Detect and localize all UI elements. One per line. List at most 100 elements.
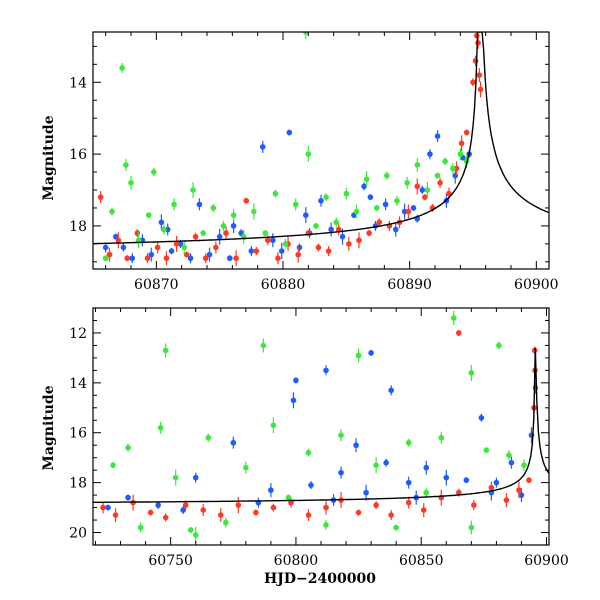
data-point xyxy=(463,129,470,136)
data-point xyxy=(383,459,389,466)
y-tick-label: 16 xyxy=(69,147,87,163)
data-point xyxy=(145,212,152,218)
data-point xyxy=(220,223,227,229)
data-point xyxy=(285,494,292,501)
data-point xyxy=(278,248,285,254)
data-point xyxy=(452,172,459,179)
data-point xyxy=(305,449,312,456)
data-point xyxy=(355,509,362,516)
data-point xyxy=(137,524,144,531)
data-point xyxy=(422,194,428,200)
data-point xyxy=(181,244,187,251)
data-point xyxy=(296,244,303,251)
data-point xyxy=(286,129,293,136)
data-point xyxy=(268,487,274,493)
data-point xyxy=(270,504,277,511)
data-point xyxy=(456,489,462,496)
data-point xyxy=(471,502,477,508)
data-point xyxy=(419,187,426,193)
data-point xyxy=(478,414,485,421)
data-point xyxy=(405,499,412,506)
data-point xyxy=(200,507,207,513)
y-tick-label: 18 xyxy=(69,219,87,235)
data-point xyxy=(292,201,299,208)
data-point xyxy=(100,504,106,511)
data-point xyxy=(323,194,329,200)
data-point xyxy=(162,347,169,354)
data-point xyxy=(434,172,441,179)
data-point xyxy=(192,532,199,538)
data-point xyxy=(233,255,239,262)
data-point xyxy=(144,255,151,262)
data-point xyxy=(172,474,179,481)
data-point xyxy=(388,387,394,394)
data-point xyxy=(115,237,122,244)
data-point xyxy=(102,244,109,251)
data-point xyxy=(168,248,175,254)
data-point xyxy=(109,208,115,215)
data-point xyxy=(373,462,379,468)
data-point xyxy=(192,474,199,481)
data-point xyxy=(382,201,389,208)
data-point xyxy=(265,237,271,244)
x-tick-label: 60750 xyxy=(148,553,193,569)
data-point xyxy=(477,86,484,93)
data-point xyxy=(251,208,257,215)
data-point xyxy=(151,169,157,175)
data-point xyxy=(106,251,113,258)
data-point xyxy=(470,79,476,86)
data-point xyxy=(356,237,362,244)
data-point xyxy=(496,342,502,349)
data-point xyxy=(205,434,212,441)
data-point xyxy=(508,459,515,466)
data-point xyxy=(488,484,495,491)
data-point xyxy=(161,226,167,233)
data-point xyxy=(187,255,194,262)
data-point xyxy=(338,469,344,476)
y-tick-label: 16 xyxy=(69,426,87,442)
plot-frame xyxy=(92,31,550,270)
data-point xyxy=(427,151,433,157)
data-point xyxy=(424,187,431,193)
data-point xyxy=(392,226,399,233)
data-point xyxy=(373,502,379,508)
data-point xyxy=(315,244,322,251)
data-point xyxy=(308,482,314,488)
data-point xyxy=(503,497,510,503)
data-point xyxy=(157,424,164,431)
plot-area xyxy=(93,310,549,544)
data-point xyxy=(206,251,213,258)
data-point xyxy=(384,172,390,179)
x-tick-label: 60870 xyxy=(134,277,179,293)
bottom-panel: 60750 60800 60850 60900 12 14 16 18 20 xyxy=(69,307,569,569)
data-point xyxy=(363,176,370,183)
data-point xyxy=(155,502,161,508)
data-point xyxy=(449,165,456,172)
data-point xyxy=(128,180,134,186)
data-point xyxy=(222,519,229,526)
data-point xyxy=(213,244,219,251)
data-point xyxy=(367,194,374,200)
data-point xyxy=(187,527,194,533)
data-point xyxy=(124,255,130,262)
x-tick-label: 60890 xyxy=(387,277,432,293)
data-point xyxy=(105,504,111,511)
data-point xyxy=(434,133,441,139)
data-point xyxy=(323,522,329,528)
data-point xyxy=(163,255,170,262)
data-point xyxy=(476,72,483,78)
data-point xyxy=(259,144,266,150)
data-point xyxy=(423,489,430,496)
data-point xyxy=(227,255,233,262)
data-point xyxy=(223,230,229,236)
data-point xyxy=(305,512,312,518)
data-point xyxy=(468,370,475,376)
data-point xyxy=(180,507,186,513)
data-point xyxy=(475,39,481,46)
data-point xyxy=(200,230,206,236)
data-point xyxy=(363,489,369,496)
data-point xyxy=(162,514,169,521)
data-point xyxy=(303,32,309,35)
data-point xyxy=(230,439,237,446)
